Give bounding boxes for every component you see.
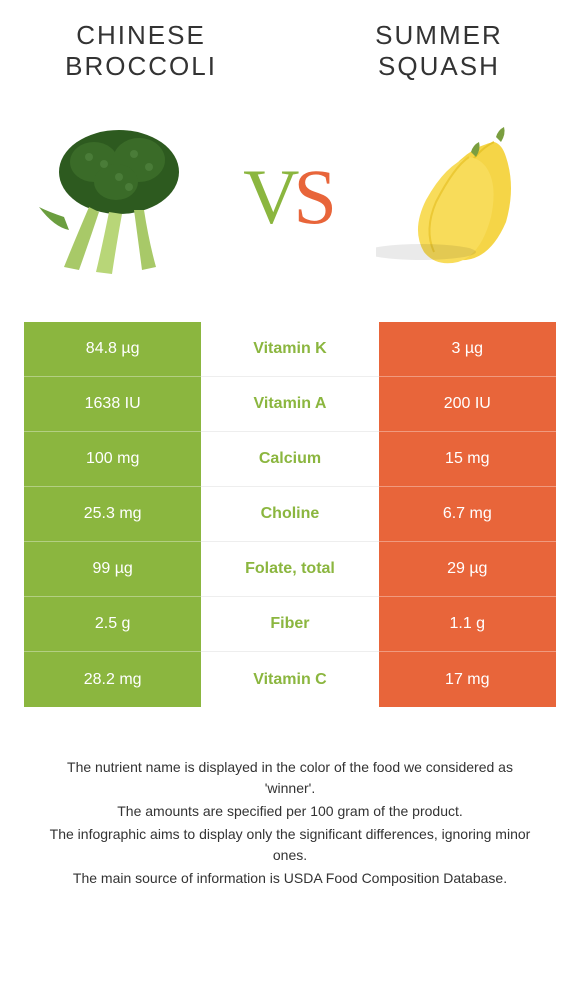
food1-image — [34, 112, 204, 282]
vs-s: S — [293, 152, 336, 242]
nutrient-value-left: 84.8 µg — [24, 322, 201, 377]
titles-row: Chinese broccoli Summer squash — [24, 20, 556, 82]
nutrient-table: 84.8 µgVitamin K3 µg1638 IUVitamin A200 … — [24, 322, 556, 707]
vs-v: V — [243, 152, 299, 242]
footer-notes: The nutrient name is displayed in the co… — [24, 757, 556, 889]
nutrient-value-right: 1.1 g — [379, 597, 556, 652]
nutrient-value-left: 25.3 mg — [24, 487, 201, 542]
food2-title: Summer squash — [322, 20, 556, 82]
food2-title-line2: squash — [322, 51, 556, 82]
table-row: 28.2 mgVitamin C17 mg — [24, 652, 556, 707]
nutrient-value-left: 1638 IU — [24, 377, 201, 432]
table-row: 25.3 mgCholine6.7 mg — [24, 487, 556, 542]
footer-line3: The infographic aims to display only the… — [44, 824, 536, 866]
vs-label: V S — [243, 152, 337, 242]
infographic-container: Chinese broccoli Summer squash — [0, 0, 580, 911]
table-row: 84.8 µgVitamin K3 µg — [24, 322, 556, 377]
nutrient-name: Vitamin A — [201, 377, 378, 432]
food2-title-line1: Summer — [322, 20, 556, 51]
food1-title: Chinese broccoli — [24, 20, 258, 82]
footer-line2: The amounts are specified per 100 gram o… — [44, 801, 536, 822]
nutrient-value-right: 3 µg — [379, 322, 556, 377]
table-row: 1638 IUVitamin A200 IU — [24, 377, 556, 432]
nutrient-name: Folate, total — [201, 542, 378, 597]
table-row: 2.5 gFiber1.1 g — [24, 597, 556, 652]
nutrient-value-right: 15 mg — [379, 432, 556, 487]
nutrient-value-left: 99 µg — [24, 542, 201, 597]
nutrient-name: Choline — [201, 487, 378, 542]
nutrient-name: Vitamin C — [201, 652, 378, 707]
nutrient-value-right: 200 IU — [379, 377, 556, 432]
images-row: V S — [24, 112, 556, 282]
food1-title-line1: Chinese — [24, 20, 258, 51]
table-row: 100 mgCalcium15 mg — [24, 432, 556, 487]
nutrient-value-left: 100 mg — [24, 432, 201, 487]
table-row: 99 µgFolate, total29 µg — [24, 542, 556, 597]
nutrient-name: Calcium — [201, 432, 378, 487]
nutrient-name: Vitamin K — [201, 322, 378, 377]
nutrient-value-left: 28.2 mg — [24, 652, 201, 707]
nutrient-value-right: 6.7 mg — [379, 487, 556, 542]
food1-title-line2: broccoli — [24, 51, 258, 82]
footer-line1: The nutrient name is displayed in the co… — [44, 757, 536, 799]
nutrient-value-right: 17 mg — [379, 652, 556, 707]
food2-image — [376, 112, 546, 282]
footer-line4: The main source of information is USDA F… — [44, 868, 536, 889]
nutrient-value-right: 29 µg — [379, 542, 556, 597]
nutrient-value-left: 2.5 g — [24, 597, 201, 652]
nutrient-name: Fiber — [201, 597, 378, 652]
